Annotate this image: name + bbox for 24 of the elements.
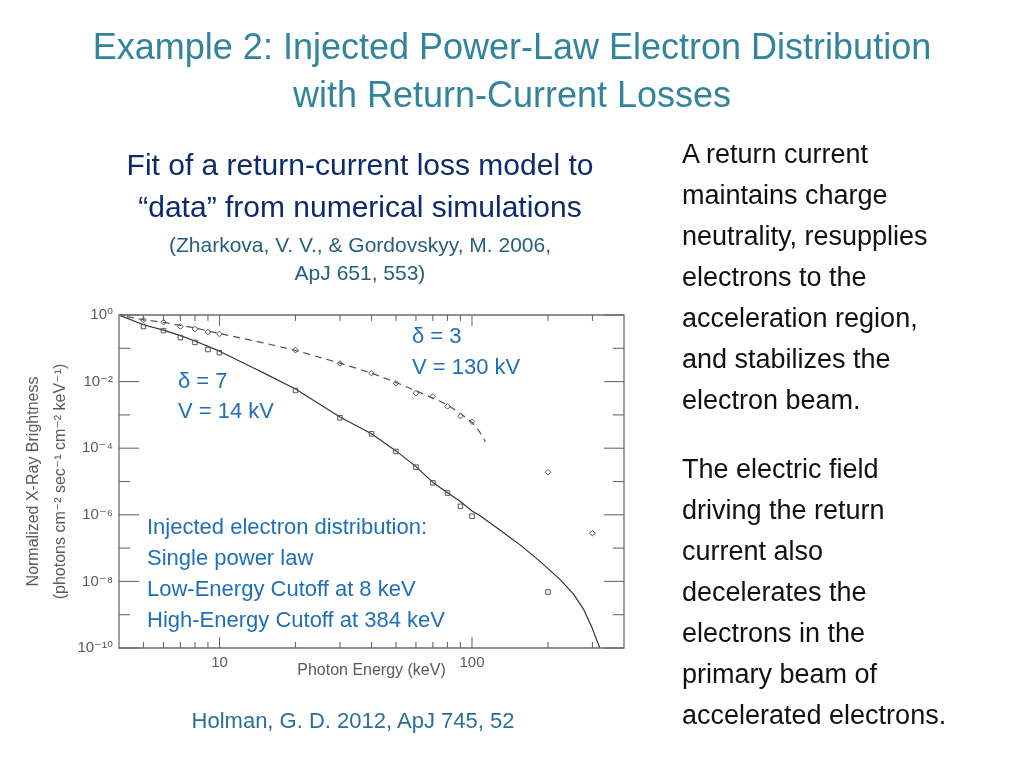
y-tick-label: 10⁻⁸ — [82, 571, 113, 589]
y-tick-label: 10⁻² — [83, 371, 113, 389]
annotation: Injected electron distribution: — [147, 513, 429, 541]
chart-title: Example 2: Injected Power-Law Electron Distribution with Return-Current Losses — [91, 25, 933, 117]
y-tick-label: 10⁻¹⁰ — [77, 638, 113, 656]
text: Holman, G. D. 2012, ApJ 745, 52 — [190, 708, 516, 734]
annotation: Low-Energy Cutoff at 8 keV — [147, 575, 417, 603]
text: A return current maintains charge neutrality, resupplies electrons to the acceleration region, and stabilizes the electron beam. — [682, 138, 929, 417]
annotation: V = 14 kV — [178, 397, 275, 425]
x-axis-title: Photon Energy (keV) — [297, 660, 446, 678]
y-tick-label: 10⁰ — [90, 305, 113, 323]
y-tick-label: 10⁻⁴ — [81, 438, 113, 456]
x-tick-label: 10 — [211, 653, 228, 671]
annotation: δ = 7 — [178, 367, 229, 395]
y-tick-label: 10⁻⁶ — [82, 504, 113, 522]
text: The electric field driving the return current also decelerates the electrons in the primary beam of accelerated electrons. — [682, 453, 948, 732]
annotation: V = 130 kV — [412, 353, 521, 381]
y-axis-title: Normalized X-Ray Brightness (photons cm⁻² sec⁻¹ cm⁻² keV⁻¹) — [24, 363, 69, 600]
annotation: Single power law — [147, 544, 315, 572]
chart-subtitle: Fit of a return-current loss model to “data” from numerical simulations — [125, 147, 595, 225]
annotation: High-Energy Cutoff at 384 keV — [147, 606, 445, 634]
x-tick-label: 100 — [459, 653, 485, 671]
text: (Zharkova, V. V., & Gordovskyy, M. 2006, ApJ 651, 553) — [167, 232, 553, 286]
annotation: δ = 3 — [412, 322, 463, 350]
